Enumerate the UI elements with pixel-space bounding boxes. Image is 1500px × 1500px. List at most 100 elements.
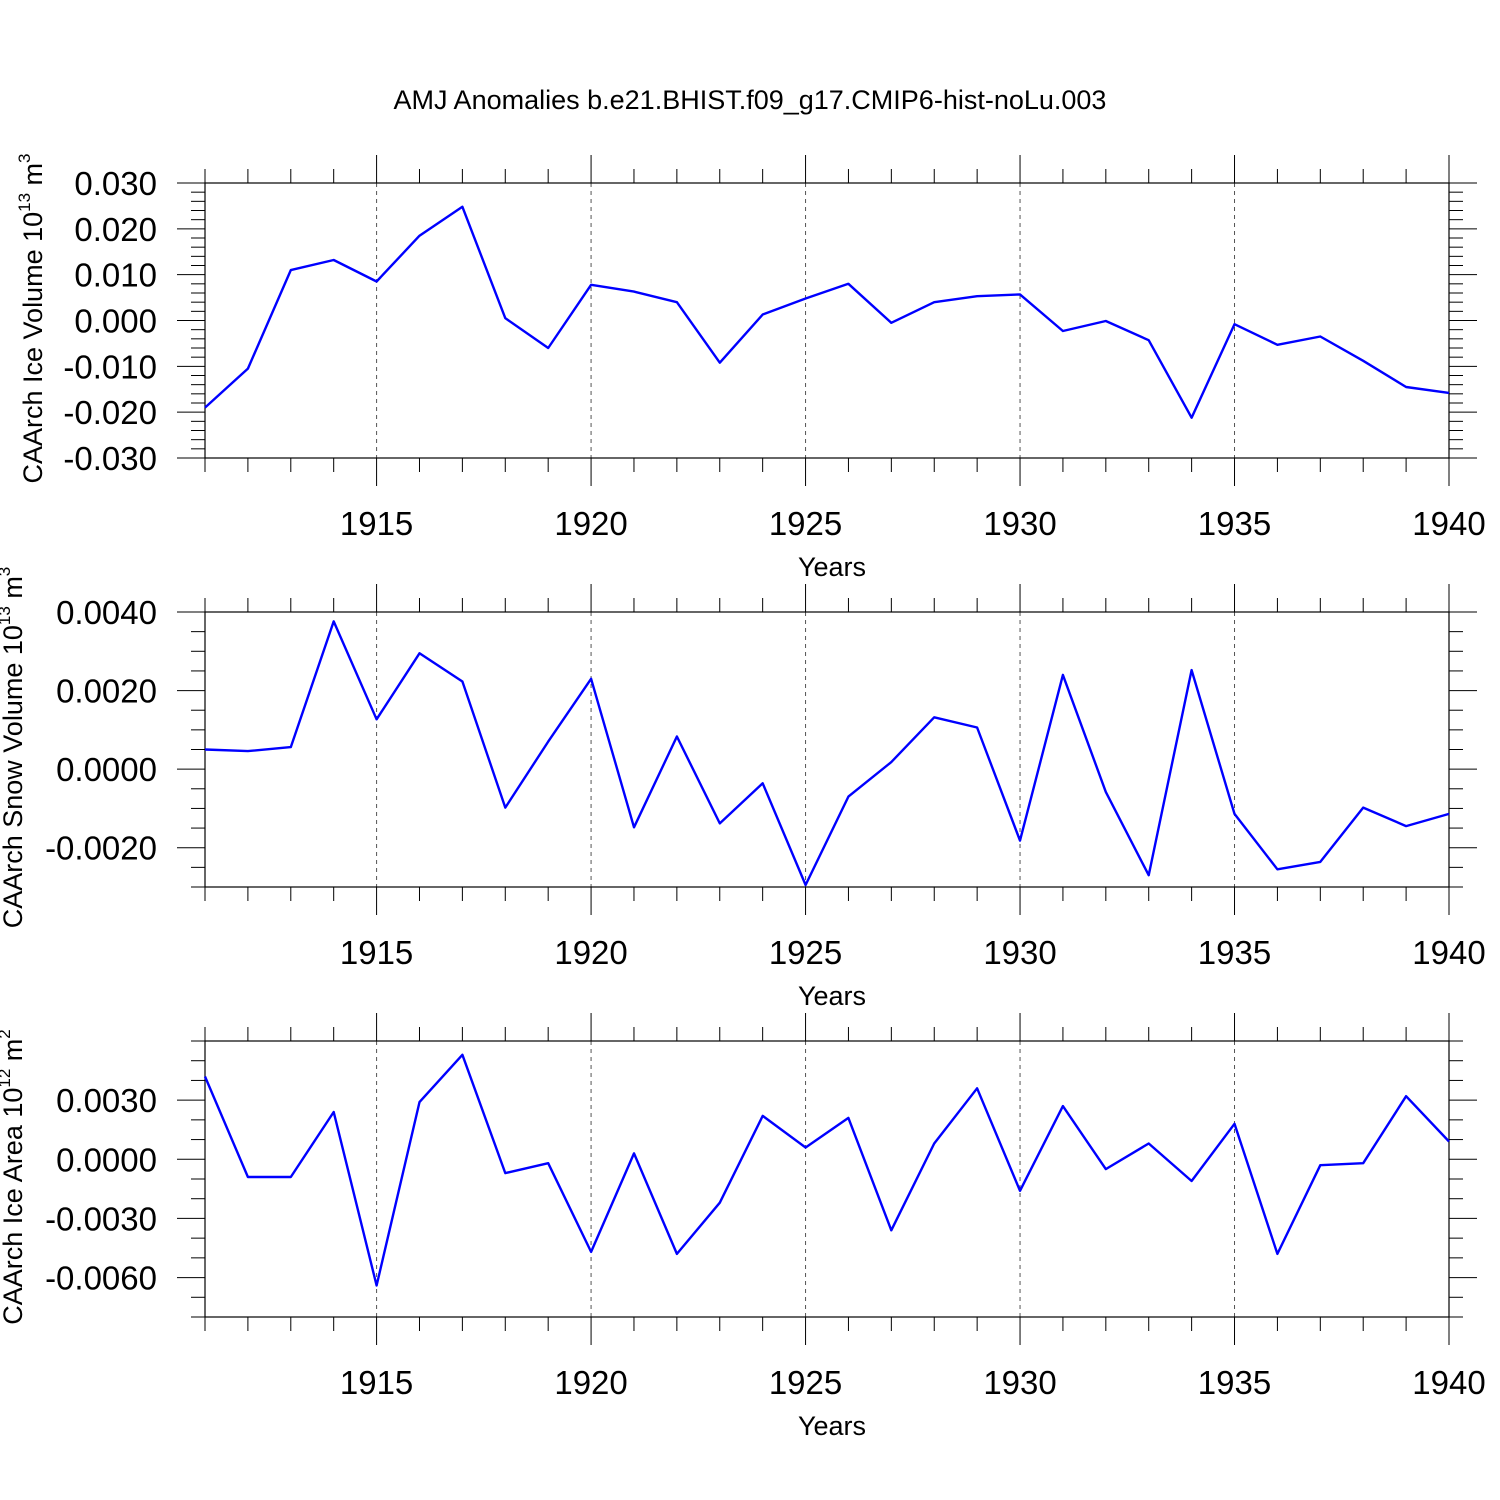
ice-volume-xtick-label: 1915 xyxy=(340,505,413,542)
ice-volume-xlabel: Years xyxy=(798,552,866,582)
ice-volume-data-point xyxy=(1105,320,1107,322)
ice-volume-panel: 1915 1920 1925 1930 1935 1940 Years -0.030 -0.02… xyxy=(15,153,1486,582)
ice-area-ytick-label: 0.0000 xyxy=(56,1141,157,1178)
ice-volume-ytick-label: 0.000 xyxy=(74,303,157,340)
ice-volume-data-point xyxy=(1062,330,1064,332)
ice-area-panel: 1915 1920 1925 1930 1935 1940 Years -0.0060 -0.0… xyxy=(0,1013,1486,1441)
snow-volume-data-point xyxy=(375,718,377,720)
ice-volume-frame xyxy=(204,182,1450,459)
ice-volume-data-point xyxy=(590,284,592,286)
snow-volume-xlabel: Years xyxy=(798,981,866,1011)
ice-area-data-point xyxy=(676,1253,678,1255)
snow-volume-ytick-label: -0.0020 xyxy=(45,830,157,867)
ice-area-ylabel: CAArch Ice Area 1012 m2 xyxy=(0,1029,28,1325)
ice-area-data-point xyxy=(375,1284,377,1286)
ice-area-data-point xyxy=(418,1101,420,1103)
ice-volume-data-point xyxy=(890,322,892,324)
ice-volume-ytick-label: -0.030 xyxy=(63,440,157,477)
snow-volume-data-point xyxy=(976,726,978,728)
ice-volume-data-point xyxy=(1190,416,1192,418)
snow-volume-data-point xyxy=(1019,839,1021,841)
ice-area-xtick-label: 1940 xyxy=(1412,1364,1485,1401)
snow-volume-panel: 1915 1920 1925 1930 1935 1940 Years -0.0020 0.00… xyxy=(0,567,1486,1011)
ice-volume-series-line xyxy=(204,205,1450,419)
ice-volume-data-point xyxy=(247,367,249,369)
ice-area-data-point xyxy=(1448,1140,1450,1142)
panels: 1915 1920 1925 1930 1935 1940 Years -0.030 -0.02… xyxy=(0,153,1486,1441)
ice-area-data-point xyxy=(247,1176,249,1178)
snow-volume-data-point xyxy=(804,884,806,886)
ice-area-series-line xyxy=(203,1053,1450,1287)
ice-area-xtick-label: 1920 xyxy=(554,1364,627,1401)
ice-area-xtick-label: 1915 xyxy=(340,1364,413,1401)
ice-area-data-point xyxy=(1190,1180,1192,1182)
ice-area-ytick-label: -0.0060 xyxy=(45,1260,157,1297)
snow-volume-ylabel-exp: 13 xyxy=(0,606,14,625)
ice-volume-ylabel-unit: m xyxy=(18,163,48,193)
ice-volume-data-point xyxy=(804,297,806,299)
snow-volume-xtick-label: 1915 xyxy=(340,934,413,971)
ice-volume-data-point xyxy=(504,317,506,319)
snow-volume-data-point xyxy=(1105,791,1107,793)
snow-volume-frame xyxy=(204,611,1450,888)
ice-volume-xtick-label: 1930 xyxy=(983,505,1056,542)
ice-area-data-point xyxy=(204,1075,206,1077)
ice-area-data-point xyxy=(1148,1142,1150,1144)
ice-area-data-point xyxy=(1062,1105,1064,1107)
ice-area-data-point xyxy=(504,1172,506,1174)
ice-area-data-point xyxy=(332,1111,334,1113)
snow-volume-ylabel: CAArch Snow Volume 1013 m3 xyxy=(0,567,28,929)
ice-volume-data-point xyxy=(1319,335,1321,337)
ice-volume-ylabel-unit-exp: 3 xyxy=(15,153,34,162)
snow-volume-data-point xyxy=(204,748,206,750)
snow-volume-ytick-label: 0.0040 xyxy=(56,594,157,631)
ice-area-ytick-label: 0.0030 xyxy=(56,1082,157,1119)
snow-volume-data-point xyxy=(719,822,721,824)
ice-volume-ylabel-text: CAArch Ice Volume 10 xyxy=(18,212,48,484)
ice-area-data-point xyxy=(1319,1164,1321,1166)
ice-volume-xtick-label: 1935 xyxy=(1198,505,1271,542)
ice-volume-ytick-label: -0.010 xyxy=(63,348,157,385)
ice-volume-data-point xyxy=(418,235,420,237)
snow-volume-series-line xyxy=(204,620,1450,887)
snow-volume-data-point xyxy=(1276,868,1278,870)
ice-area-ylabel-unit-exp: 2 xyxy=(0,1029,14,1038)
snow-volume-data-point xyxy=(1062,674,1064,676)
snow-volume-data-point xyxy=(761,782,763,784)
snow-volume-data-point xyxy=(547,740,549,742)
snow-volume-ytick-label: 0.0000 xyxy=(56,751,157,788)
ice-area-frame xyxy=(204,1040,1450,1318)
ice-volume-ylabel: CAArch Ice Volume 1013 m3 xyxy=(15,153,48,483)
ice-area-data-point xyxy=(847,1117,849,1119)
ice-volume-data-point xyxy=(1405,386,1407,388)
ice-area-data-point xyxy=(933,1142,935,1144)
ice-volume-data-point xyxy=(933,301,935,303)
ice-volume-ytick-label: 0.020 xyxy=(74,211,157,248)
snow-volume-xtick-label: 1925 xyxy=(769,934,842,971)
ice-area-data-point xyxy=(804,1146,806,1148)
snow-volume-data-point xyxy=(461,680,463,682)
ice-volume-data-point xyxy=(461,206,463,208)
snow-volume-xtick-label: 1920 xyxy=(554,934,627,971)
snow-volume-data-point xyxy=(633,826,635,828)
snow-volume-data-point xyxy=(933,716,935,718)
ice-volume-data-point xyxy=(1362,360,1364,362)
snow-volume-ylabel-unit: m xyxy=(0,576,28,606)
snow-volume-xtick-label: 1940 xyxy=(1412,934,1485,971)
snow-volume-data-point xyxy=(1448,813,1450,815)
ice-volume-data-point xyxy=(633,290,635,292)
snow-volume-data-point xyxy=(504,806,506,808)
snow-volume-data-point xyxy=(590,678,592,680)
ice-volume-data-point xyxy=(204,406,206,408)
ice-area-xlabel: Years xyxy=(798,1411,866,1441)
ice-area-xtick-label: 1925 xyxy=(769,1364,842,1401)
snow-volume-xtick-label: 1930 xyxy=(983,934,1056,971)
ice-volume-xtick-label: 1920 xyxy=(554,505,627,542)
ice-area-data-point xyxy=(633,1152,635,1154)
snow-volume-data-point xyxy=(847,795,849,797)
snow-volume-data-point xyxy=(332,620,334,622)
snow-volume-data-point xyxy=(1362,806,1364,808)
ice-area-data-point xyxy=(1405,1095,1407,1097)
ice-volume-ytick-label: 0.010 xyxy=(74,257,157,294)
